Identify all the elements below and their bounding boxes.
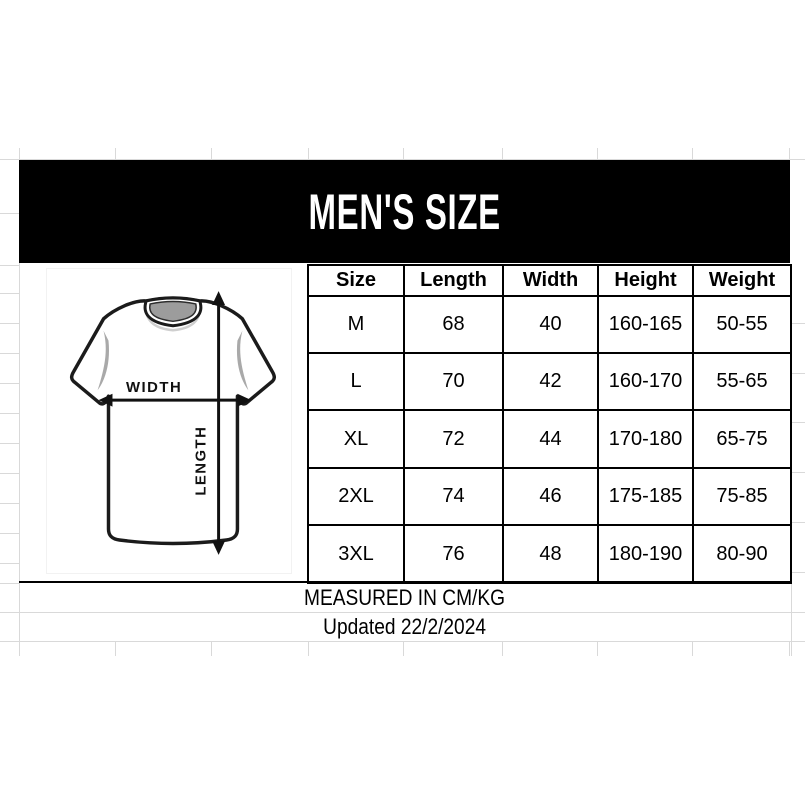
- gridline: [790, 472, 805, 473]
- tshirt-diagram: WIDTH LENGTH: [46, 268, 292, 574]
- cell-size: 2XL: [307, 467, 405, 526]
- cell-size: M: [307, 295, 405, 354]
- cell-width: 40: [502, 295, 599, 354]
- gridline: [211, 148, 212, 159]
- gridline: [0, 641, 805, 642]
- column-header-size: Size: [307, 264, 405, 297]
- gridline: [0, 612, 805, 613]
- updated-note-row: Updated 22/2/2024: [19, 612, 790, 641]
- gridline: [0, 583, 19, 584]
- cell-height: 160-165: [597, 295, 694, 354]
- gridline: [0, 533, 19, 534]
- gridline: [790, 522, 805, 523]
- cell-width: 46: [502, 467, 599, 526]
- gridline: [597, 641, 598, 656]
- tshirt-outline: [69, 296, 276, 546]
- gridline: [115, 641, 116, 656]
- gridline: [790, 422, 805, 423]
- width-arrowhead-left: [98, 393, 113, 407]
- table-row: 2XL 74 46 175-185 75-85: [307, 467, 792, 526]
- gridline: [791, 583, 792, 656]
- page-title: MEN'S SIZE: [308, 183, 501, 240]
- gridline: [790, 572, 805, 573]
- table-header-row: Size Length Width Height Weight: [307, 264, 792, 297]
- cell-weight: 50-55: [692, 295, 792, 354]
- cell-width: 44: [502, 409, 599, 469]
- cell-length: 68: [403, 295, 504, 354]
- cell-length: 74: [403, 467, 504, 526]
- cell-length: 70: [403, 352, 504, 411]
- cell-length: 76: [403, 524, 504, 584]
- column-header-height: Height: [597, 264, 694, 297]
- gridline: [502, 148, 503, 159]
- table-row: XL 72 44 170-180 65-75: [307, 409, 792, 469]
- gridline: [403, 148, 404, 159]
- cell-weight: 65-75: [692, 409, 792, 469]
- column-header-weight: Weight: [692, 264, 792, 297]
- cell-weight: 55-65: [692, 352, 792, 411]
- content-divider: [19, 581, 790, 583]
- sleeve-shadow-left: [97, 330, 109, 391]
- gridline: [0, 563, 19, 564]
- cell-width: 48: [502, 524, 599, 584]
- size-table: Size Length Width Height Weight M 68 40 …: [307, 264, 792, 584]
- length-arrowhead-top: [212, 291, 226, 305]
- gridline: [19, 159, 20, 656]
- gridline: [597, 148, 598, 159]
- width-arrowhead-right: [237, 393, 252, 407]
- gridline: [0, 473, 19, 474]
- table-row: 3XL 76 48 180-190 80-90: [307, 524, 792, 584]
- gridline: [0, 443, 19, 444]
- gridline: [0, 503, 19, 504]
- gridline: [403, 641, 404, 656]
- gridline: [0, 383, 19, 384]
- collar-inner: [149, 300, 197, 323]
- gridline: [0, 323, 19, 324]
- cell-height: 180-190: [597, 524, 694, 584]
- table-row: M 68 40 160-165 50-55: [307, 295, 792, 354]
- gridline: [692, 148, 693, 159]
- cell-height: 160-170: [597, 352, 694, 411]
- gridline: [0, 213, 19, 214]
- cell-size: L: [307, 352, 405, 411]
- cell-size: 3XL: [307, 524, 405, 584]
- cell-weight: 80-90: [692, 524, 792, 584]
- cell-size: XL: [307, 409, 405, 469]
- title-banner: MEN'S SIZE: [19, 160, 790, 263]
- gridline: [0, 159, 805, 160]
- width-label: WIDTH: [126, 380, 182, 396]
- table-row: L 70 42 160-170 55-65: [307, 352, 792, 411]
- gridline: [308, 148, 309, 159]
- length-label: LENGTH: [194, 426, 210, 496]
- measured-note: MEASURED IN CM/KG: [304, 584, 505, 610]
- cell-length: 72: [403, 409, 504, 469]
- cell-height: 175-185: [597, 467, 694, 526]
- column-header-width: Width: [502, 264, 599, 297]
- cell-width: 42: [502, 352, 599, 411]
- gridline: [789, 641, 790, 656]
- sleeve-shadow-right: [236, 330, 249, 391]
- gridline: [115, 148, 116, 159]
- measured-note-row: MEASURED IN CM/KG: [19, 583, 790, 612]
- gridline: [790, 373, 805, 374]
- gridline: [0, 265, 19, 266]
- gridline: [790, 323, 805, 324]
- gridline: [789, 148, 790, 159]
- updated-note: Updated 22/2/2024: [323, 613, 486, 639]
- gridline: [692, 641, 693, 656]
- length-arrowhead-bottom: [212, 541, 226, 555]
- cell-weight: 75-85: [692, 467, 792, 526]
- gridline: [0, 413, 19, 414]
- gridline: [211, 641, 212, 656]
- gridline: [0, 293, 19, 294]
- gridline: [502, 641, 503, 656]
- column-header-length: Length: [403, 264, 504, 297]
- gridline: [19, 148, 20, 159]
- cell-height: 170-180: [597, 409, 694, 469]
- gridline: [0, 353, 19, 354]
- gridline: [308, 641, 309, 656]
